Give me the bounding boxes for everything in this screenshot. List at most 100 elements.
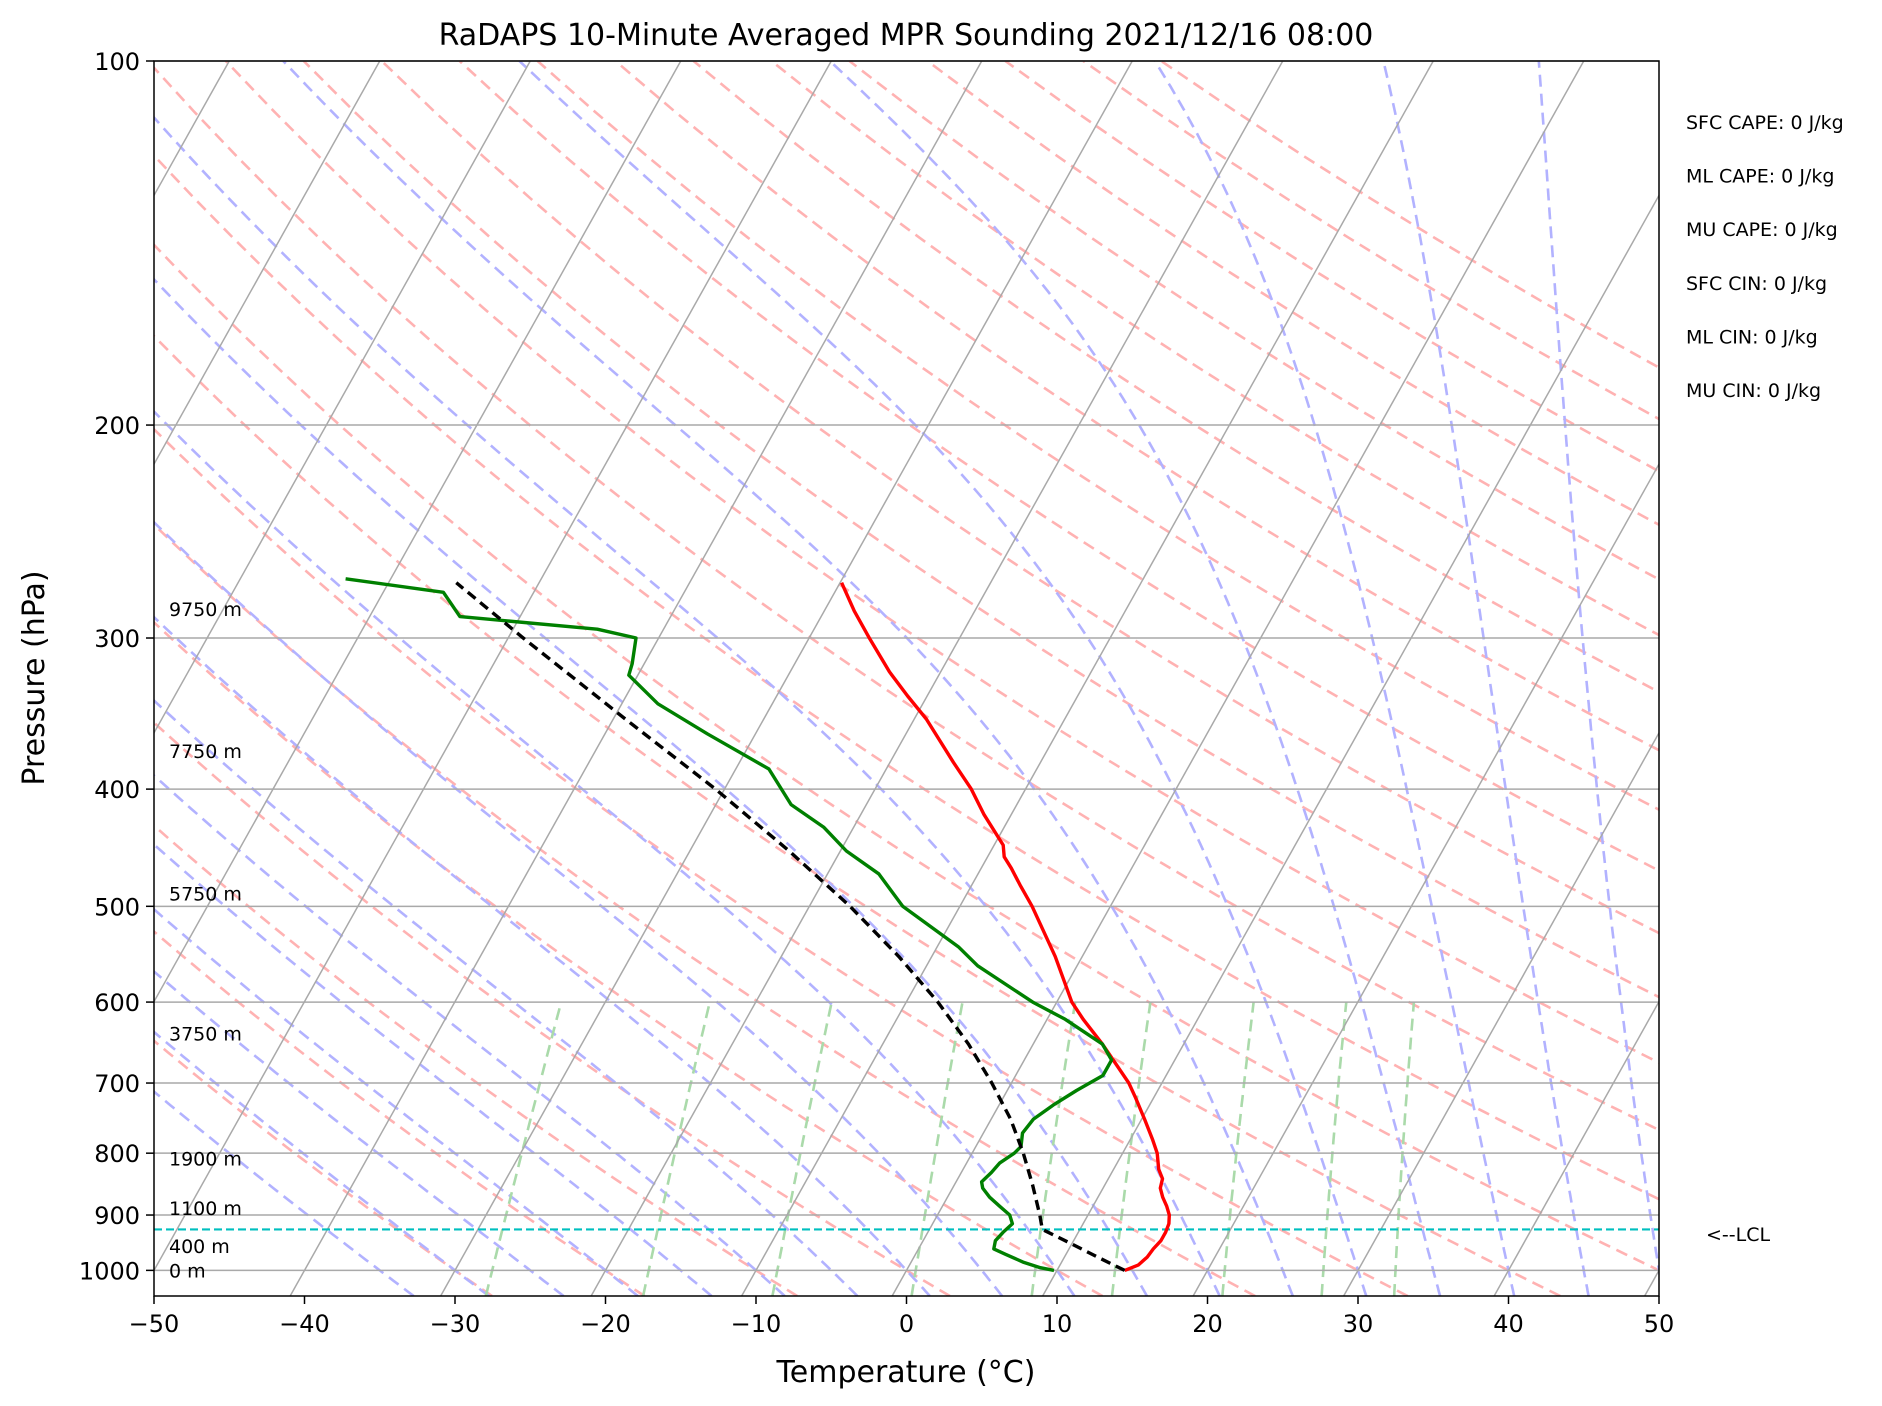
isotherm (1342, 731, 1659, 1296)
y-tick-label: 200 (94, 412, 140, 440)
dry-adiabat (154, 620, 1104, 1296)
dry-adiabat (154, 65, 1659, 1132)
isotherm (891, 61, 1585, 1296)
moist-adiabat (154, 842, 713, 1296)
y-tick-label: 800 (94, 1140, 140, 1168)
y-tick-label: 700 (94, 1070, 140, 1098)
y-tick-label: 400 (94, 776, 140, 804)
dry-adiabat (154, 153, 1659, 1201)
dry-adiabat (154, 720, 951, 1296)
dry-adiabat (154, 1039, 493, 1296)
height-label: 400 m (169, 1236, 230, 1258)
dewpoint-line (345, 577, 1114, 1273)
y-tick-label: 1000 (79, 1257, 140, 1285)
dry-adiabat (154, 929, 646, 1296)
isotherm (1041, 193, 1659, 1296)
y-tick-label: 500 (94, 893, 140, 921)
lcl-marker: <--LCL (154, 1224, 1770, 1246)
height-label: 1900 m (169, 1148, 242, 1170)
isotherm (154, 61, 531, 735)
height-label: 9750 m (169, 599, 242, 621)
height-label: 3750 m (169, 1024, 242, 1046)
height-label: 7750 m (169, 741, 242, 763)
isotherm (154, 61, 381, 466)
isotherm (154, 61, 832, 1272)
x-tick-label: 10 (1042, 1310, 1073, 1338)
x-tick-label: 0 (899, 1310, 914, 1338)
dry-adiabat (380, 61, 1659, 935)
mixing-ratio-line (1110, 1001, 1152, 1296)
parcel-profile-line (455, 581, 1126, 1272)
dry-adiabat (154, 243, 1659, 1272)
dry-adiabat (154, 522, 1256, 1296)
stability-annotations: SFC CAPE: 0 J/kg ML CAPE: 0 J/kg MU CAPE: … (1686, 112, 1844, 402)
dry-adiabat (458, 61, 1659, 873)
dry-adiabat (692, 61, 1659, 694)
dry-adiabat (848, 61, 1659, 581)
stability-annotation: SFC CIN: 0 J/kg (1686, 273, 1827, 295)
dry-adiabat (224, 61, 1659, 1065)
isotherm (1192, 462, 1659, 1296)
height-label: 5750 m (169, 884, 242, 906)
moist-adiabat (154, 773, 786, 1296)
dry-adiabat (302, 61, 1659, 999)
isotherm (439, 61, 1133, 1296)
y-tick-label: 600 (94, 989, 140, 1017)
moist-adiabat (829, 61, 1442, 1296)
isotherm (1493, 1000, 1659, 1296)
x-tick-label: −10 (731, 1310, 782, 1338)
stability-annotation: SFC CAPE: 0 J/kg (1686, 112, 1844, 134)
mixing-ratio-line (1320, 1001, 1348, 1296)
y-axis-ticks: 100 200 300 400 500 600 700 800 900 1000 (79, 48, 154, 1285)
stability-annotation: ML CIN: 0 J/kg (1686, 326, 1818, 348)
dry-adiabat (154, 334, 1561, 1296)
mixing-ratio-line (484, 1001, 563, 1296)
moist-adiabat (1153, 61, 1516, 1296)
isotherm (154, 61, 682, 1004)
moist-adiabat (1382, 61, 1590, 1296)
height-label: 1100 m (169, 1198, 242, 1220)
lcl-label: <--LCL (1706, 1224, 1770, 1246)
dry-adiabat (926, 61, 1659, 527)
moist-adiabat (518, 61, 1368, 1296)
stability-annotation: MU CAPE: 0 J/kg (1686, 219, 1838, 241)
mixing-ratio-line (771, 1001, 833, 1296)
dry-adiabat (154, 427, 1409, 1296)
stability-annotation: ML CAPE: 0 J/kg (1686, 166, 1834, 188)
mixing-ratio-line (1030, 1001, 1077, 1296)
x-tick-label: −50 (129, 1310, 180, 1338)
isotherm (590, 61, 1284, 1296)
moist-adiabat (154, 698, 859, 1296)
temperature-line (840, 582, 1171, 1272)
stability-annotation: MU CIN: 0 J/kg (1686, 380, 1821, 402)
mixing-ratio-line (1392, 1001, 1416, 1296)
y-tick-label: 100 (94, 48, 140, 76)
dry-adiabat (770, 61, 1659, 637)
height-label: 0 m (169, 1260, 206, 1282)
mixing-ratio-line (910, 1001, 964, 1296)
moist-adiabat (154, 409, 1076, 1296)
moist-adiabat (154, 615, 931, 1296)
x-tick-label: 30 (1343, 1310, 1374, 1338)
x-tick-label: 20 (1192, 1310, 1223, 1338)
moist-adiabat (154, 1030, 490, 1296)
isotherm (289, 61, 983, 1296)
x-tick-label: −20 (580, 1310, 631, 1338)
y-tick-label: 900 (94, 1202, 140, 1230)
x-tick-label: −30 (430, 1310, 481, 1338)
moist-adiabat (1537, 61, 1659, 1279)
moist-adiabat (154, 907, 639, 1296)
reference-lines (154, 61, 1659, 1296)
x-axis-ticks: −50 −40 −30 −20 −10 0 10 20 30 40 50 (129, 1296, 1674, 1338)
sounding-series (345, 577, 1171, 1273)
moist-adiabat (154, 969, 565, 1296)
x-tick-label: 40 (1493, 1310, 1524, 1338)
x-axis-label: Temperature (°C) (776, 1355, 1036, 1390)
moist-adiabat (154, 1089, 415, 1296)
moist-adiabat (154, 115, 1221, 1296)
moist-adiabat (282, 61, 1295, 1296)
isotherm (1643, 1268, 1659, 1296)
y-axis-label: Pressure (hPa) (17, 570, 52, 785)
dry-adiabat (614, 61, 1659, 752)
